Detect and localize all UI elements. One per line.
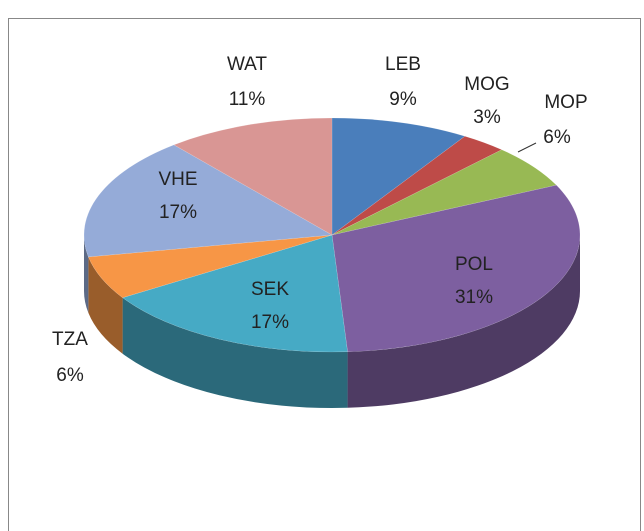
- value-label: 9%: [389, 89, 417, 110]
- slice-side: [347, 235, 580, 408]
- value-label: 17%: [251, 312, 289, 333]
- slice: [88, 234, 333, 298]
- slice-label: WAT: [227, 54, 267, 75]
- value-label: 3%: [473, 107, 501, 128]
- slice: [331, 149, 557, 236]
- slice: [331, 117, 466, 236]
- slice-side: [88, 256, 123, 354]
- value-label: 17%: [159, 202, 197, 223]
- slice-label: VHE: [158, 169, 197, 190]
- value-label: 6%: [56, 365, 84, 386]
- value-label: 11%: [229, 89, 266, 110]
- slice: [83, 144, 333, 258]
- slice: [331, 184, 581, 353]
- slice-label: SEK: [251, 279, 289, 300]
- slice-label: MOG: [464, 74, 509, 95]
- slice-label: POL: [455, 254, 493, 275]
- slice: [331, 135, 503, 236]
- slice-label: LEB: [385, 54, 421, 75]
- slice-label: TZA: [52, 329, 88, 350]
- slice: [173, 117, 333, 236]
- slice: [122, 234, 348, 353]
- slice-label: MOP: [544, 92, 587, 113]
- slice-side: [122, 297, 348, 408]
- value-label: 31%: [455, 287, 493, 308]
- value-label: 6%: [543, 127, 571, 148]
- slice-side: [84, 235, 89, 313]
- leader-line: [517, 142, 537, 153]
